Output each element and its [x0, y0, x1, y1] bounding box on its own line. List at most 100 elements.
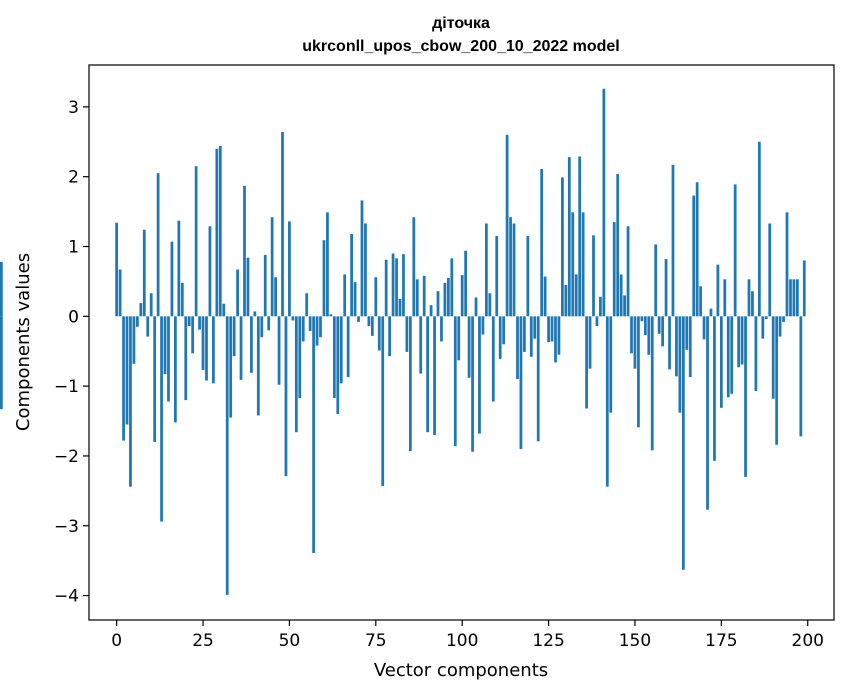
bar-179 [733, 184, 737, 317]
bar-60 [322, 240, 326, 317]
bar-39 [250, 316, 253, 373]
bar-132 [571, 212, 575, 317]
bar-194 [785, 212, 789, 317]
bar-103 [471, 316, 474, 452]
bar-174 [716, 264, 720, 317]
bar-106 [481, 316, 485, 335]
bar-3 [125, 316, 129, 425]
bar-56 [308, 316, 312, 331]
bar-105 [478, 316, 481, 434]
bar-10 [149, 293, 153, 317]
bar-130 [564, 284, 568, 317]
bar-6 [135, 316, 139, 327]
bar-142 [605, 316, 609, 487]
bar-117 [519, 316, 523, 449]
bar-94 [440, 316, 443, 342]
bar-101 [464, 250, 468, 317]
bar-51 [291, 316, 295, 321]
bar-169 [699, 286, 702, 317]
y-axis-ticks: −4 −3 −2 −1 0 1 2 3 [54, 98, 89, 607]
bar-162 [675, 316, 678, 377]
bar-168 [695, 182, 699, 317]
bar-undefined [0, 261, 3, 317]
bar-63 [332, 316, 336, 398]
bar-42 [260, 316, 264, 338]
bar-154 [647, 316, 651, 355]
bar-7 [139, 303, 143, 317]
bar-78 [384, 259, 388, 317]
bar-196 [792, 279, 796, 317]
bar-124 [543, 276, 547, 317]
bar-32 [225, 316, 229, 595]
x-tick-label: 125 [532, 631, 564, 651]
bar-55 [305, 293, 309, 317]
y-axis-label: Components values [13, 253, 34, 431]
bar-96 [446, 277, 450, 317]
x-tick-label: 200 [792, 631, 824, 651]
bar-44 [267, 316, 271, 331]
bar-71 [360, 200, 364, 317]
bar-175 [719, 316, 723, 408]
bar-8 [142, 229, 146, 317]
bar-178 [730, 316, 734, 394]
bar-116 [516, 316, 519, 380]
bar-90 [426, 316, 430, 433]
bar-0 [115, 222, 119, 317]
bar-191 [775, 316, 779, 445]
bar-89 [422, 275, 426, 317]
bar-197 [795, 279, 799, 317]
bar-190 [771, 316, 775, 399]
bar-152 [640, 316, 644, 322]
bar-77 [381, 316, 385, 486]
bar-188 [764, 316, 768, 320]
bar-111 [498, 316, 502, 359]
bar-139 [595, 316, 599, 327]
bar-34 [232, 316, 236, 357]
bar-62 [329, 314, 333, 317]
bar-176 [723, 279, 727, 317]
x-tick-label: 0 [111, 631, 122, 651]
bar-64 [336, 316, 340, 415]
bar-47 [277, 316, 281, 385]
bar-182 [744, 316, 747, 477]
bar-164 [681, 316, 685, 570]
bar-88 [419, 316, 423, 374]
bar-74 [370, 316, 374, 336]
bar-135 [581, 212, 585, 317]
bar-192 [778, 316, 782, 337]
bar-36 [239, 316, 243, 380]
bar-171 [706, 316, 709, 510]
bar-181 [740, 316, 744, 365]
bar-16 [170, 241, 174, 317]
y-tick-label: 2 [68, 168, 79, 188]
bar-146 [619, 274, 623, 317]
bar-59 [319, 316, 322, 338]
bar-123 [540, 169, 544, 317]
bar-29 [215, 148, 219, 317]
y-tick-label: 3 [68, 98, 79, 118]
bar-9 [146, 316, 150, 337]
y-tick-label: −4 [54, 587, 79, 607]
bar-177 [726, 316, 730, 398]
bar-189 [768, 223, 772, 317]
bar-140 [599, 296, 602, 317]
bar-26 [205, 316, 208, 381]
bar-173 [713, 316, 716, 461]
bar-80 [391, 253, 395, 317]
bar-48 [281, 132, 284, 317]
bar-58 [315, 316, 319, 346]
bar-133 [574, 274, 578, 317]
bars-group [0, 88, 806, 595]
bar-172 [709, 308, 713, 317]
x-tick-label: 75 [365, 631, 387, 651]
bar-180 [737, 316, 741, 368]
x-axis-ticks: 0 25 50 75 100 125 150 175 200 [111, 620, 824, 651]
bar-115 [512, 223, 516, 317]
bar-49 [284, 316, 288, 477]
bar-156 [654, 244, 658, 317]
bar-66 [343, 274, 347, 317]
bar-100 [460, 275, 464, 317]
bar-1 [118, 269, 122, 317]
bar-95 [443, 282, 447, 317]
